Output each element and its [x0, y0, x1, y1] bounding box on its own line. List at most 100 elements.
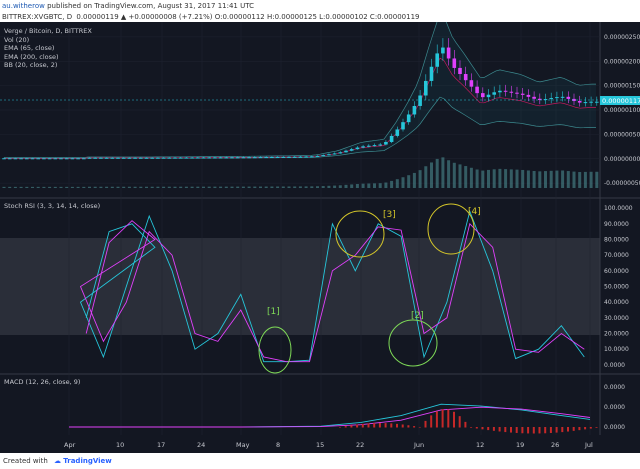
annotation-label-4: [4]: [468, 207, 481, 217]
legend-ema65[interactable]: EMA (65, close): [4, 44, 55, 52]
footer: Created with ☁ TradingView: [0, 453, 640, 469]
y-tick-label: 30.0000: [604, 315, 629, 322]
x-tick-label: Jun: [413, 441, 424, 449]
candle: [310, 156, 314, 158]
candle: [116, 157, 120, 159]
candle: [53, 158, 58, 160]
x-tick-label: 26: [551, 441, 559, 449]
macd-histogram-bar: [589, 427, 592, 429]
stoch-rsi-lines: [79, 209, 585, 363]
x-tick-label: Apr: [64, 441, 76, 449]
y-tick-label: 100.0000: [604, 205, 633, 212]
volume-bar: [93, 186, 97, 188]
macd-histogram-bar: [464, 421, 467, 428]
candle: [287, 156, 291, 158]
author-link[interactable]: au.witherow: [2, 2, 45, 10]
macd-histogram-bar: [549, 427, 552, 433]
volume-bar: [509, 169, 513, 188]
candle: [207, 157, 211, 159]
volume-bar: [76, 186, 80, 188]
footer-brand[interactable]: TradingView: [63, 457, 112, 465]
candle: [70, 158, 75, 160]
price-tag-label: 0.00000117: [602, 97, 640, 105]
candle: [235, 157, 240, 159]
y-axis-ticks: 0.00000250 0.00000200 0.00000150 0.00000100…: [604, 34, 640, 431]
candle: [201, 157, 206, 159]
y-tick-label: 0.00000250: [604, 34, 640, 41]
macd-histogram-bar: [458, 416, 461, 428]
volume-bar: [105, 186, 109, 188]
volume-bar: [452, 162, 456, 188]
volume-bar: [236, 186, 240, 188]
volume-bar: [207, 186, 211, 188]
legend-title[interactable]: Verge / Bitcoin, D, BITTREX: [4, 27, 92, 35]
x-tick-label: 12: [476, 441, 484, 449]
volume-bar: [48, 186, 52, 188]
volume-bar: [344, 184, 348, 188]
chart-canvas[interactable]: 0.00000250 0.00000200 0.00000150 0.00000100…: [0, 22, 640, 453]
volume-bar: [65, 186, 69, 188]
candle: [543, 99, 548, 101]
y-tick-label: 0.00000200: [604, 58, 640, 65]
volume-bar: [526, 170, 530, 188]
volume-bar: [25, 186, 29, 188]
candle: [264, 157, 268, 159]
candle: [372, 145, 377, 147]
macd-histogram-bar: [492, 427, 495, 431]
stoch-d-line: [79, 220, 585, 363]
macd-histogram-bar: [584, 427, 587, 430]
candle: [424, 80, 428, 96]
macd-signal-line: [69, 406, 591, 428]
legend-ema200[interactable]: EMA (200, close): [4, 52, 59, 61]
macd-histogram-bar: [544, 427, 547, 434]
candle: [292, 156, 297, 158]
volume-bar: [70, 186, 74, 188]
volume-bar: [122, 186, 126, 188]
candle: [560, 96, 565, 98]
candle: [133, 157, 137, 159]
symbol-ticker[interactable]: BITTREX:XVGBTC, D: [2, 13, 73, 21]
macd-histogram-bar: [407, 425, 410, 428]
candle: [298, 156, 303, 158]
candle: [355, 147, 360, 150]
candle: [498, 90, 502, 93]
legend-bb[interactable]: BB (20, close, 2): [4, 61, 58, 69]
x-tick-label: 17: [157, 441, 165, 449]
candle: [526, 94, 531, 97]
candle: [406, 114, 411, 123]
candle: [224, 157, 229, 159]
macd-legend[interactable]: MACD (12, 26, close, 9): [4, 378, 81, 386]
legend-vol[interactable]: Vol (20): [4, 35, 30, 44]
candle: [150, 157, 154, 159]
volume-bar: [139, 186, 143, 188]
y-tick-label: 0.00000000: [604, 156, 640, 163]
volume-bar: [8, 186, 12, 188]
volume-bar: [167, 186, 171, 188]
candle: [583, 102, 588, 104]
candle: [429, 66, 434, 81]
volume-bar: [515, 169, 519, 188]
volume-bar: [412, 172, 416, 188]
macd-histogram-bar: [487, 427, 490, 431]
volume-bar: [498, 168, 502, 188]
annotation-label-1: [1]: [267, 307, 280, 317]
volume-bar: [196, 186, 200, 188]
volume-bar: [110, 186, 114, 188]
volume-bar: [298, 186, 302, 188]
candle: [270, 156, 274, 158]
volume-bar: [549, 170, 553, 188]
volume-bar: [213, 186, 217, 188]
rsi-legend[interactable]: Stoch RSI (3, 3, 14, 14, close): [4, 202, 101, 210]
candle: [161, 157, 166, 159]
candle: [412, 105, 417, 115]
y-tick-label: 20.0000: [604, 331, 629, 338]
candle: [110, 157, 115, 159]
volume-bar: [378, 183, 382, 188]
volume-bar: [133, 186, 137, 188]
candle: [332, 153, 337, 155]
candle: [509, 91, 514, 93]
candle: [156, 157, 160, 159]
candle: [469, 80, 474, 87]
volume-bar: [230, 186, 234, 188]
candle: [42, 158, 46, 160]
